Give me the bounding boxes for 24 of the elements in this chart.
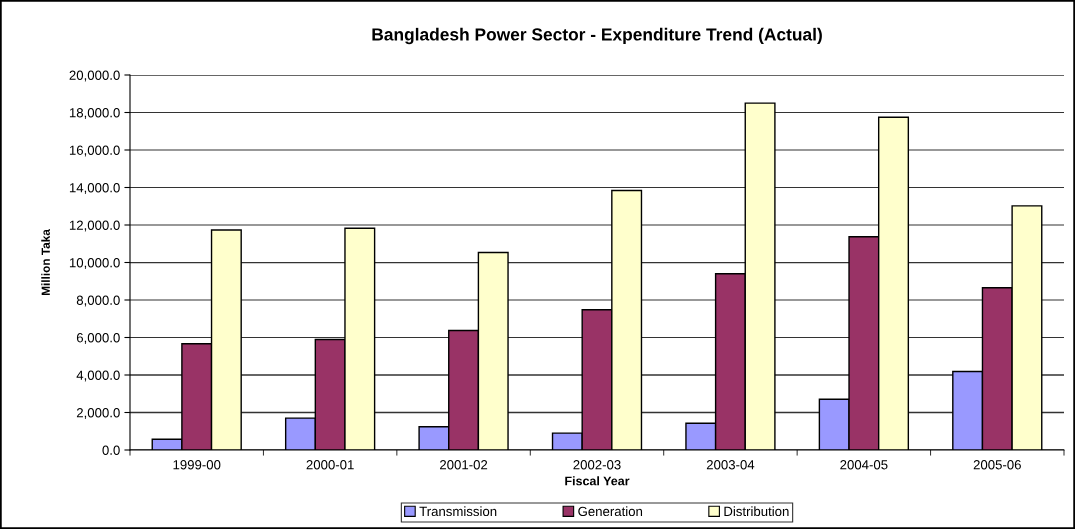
y-tick-label: 10,000.0: [69, 258, 120, 269]
legend-label: Transmission: [419, 506, 497, 517]
x-tick-label: 2003-04: [706, 460, 755, 470]
y-tick-label: 4,000.0: [76, 370, 120, 382]
y-tick-label: 20,000.0: [69, 70, 120, 82]
legend-label: Generation: [578, 506, 643, 517]
y-tick-label: 6,000.0: [76, 333, 120, 344]
chart-title: Bangladesh Power Sector - Expenditure Trend (Actual): [372, 27, 822, 45]
y-tick-label: 2,000.0: [76, 408, 120, 419]
y-tick-label: 16,000.0: [69, 145, 120, 157]
y-tick-label: 8,000.0: [76, 295, 120, 307]
y-tick-label: 18,000.0: [69, 108, 120, 119]
y-tick-label: 14,000.0: [69, 183, 120, 194]
y-axis-title: Million Taka: [41, 229, 50, 296]
legend-label: Distribution: [724, 506, 789, 517]
x-tick-label: 1999-00: [173, 460, 221, 470]
x-tick-label: 2005-06: [973, 460, 1021, 470]
x-tick-label: 2004-05: [840, 460, 888, 470]
x-tick-label: 2001-02: [440, 460, 488, 470]
y-tick-label: 12,000.0: [69, 220, 120, 232]
x-tick-label: 2002-03: [573, 460, 621, 470]
x-tick-label: 2000-01: [306, 460, 354, 470]
x-axis-title: Fiscal Year: [565, 476, 630, 486]
y-tick-label: 0.0: [102, 445, 120, 455]
